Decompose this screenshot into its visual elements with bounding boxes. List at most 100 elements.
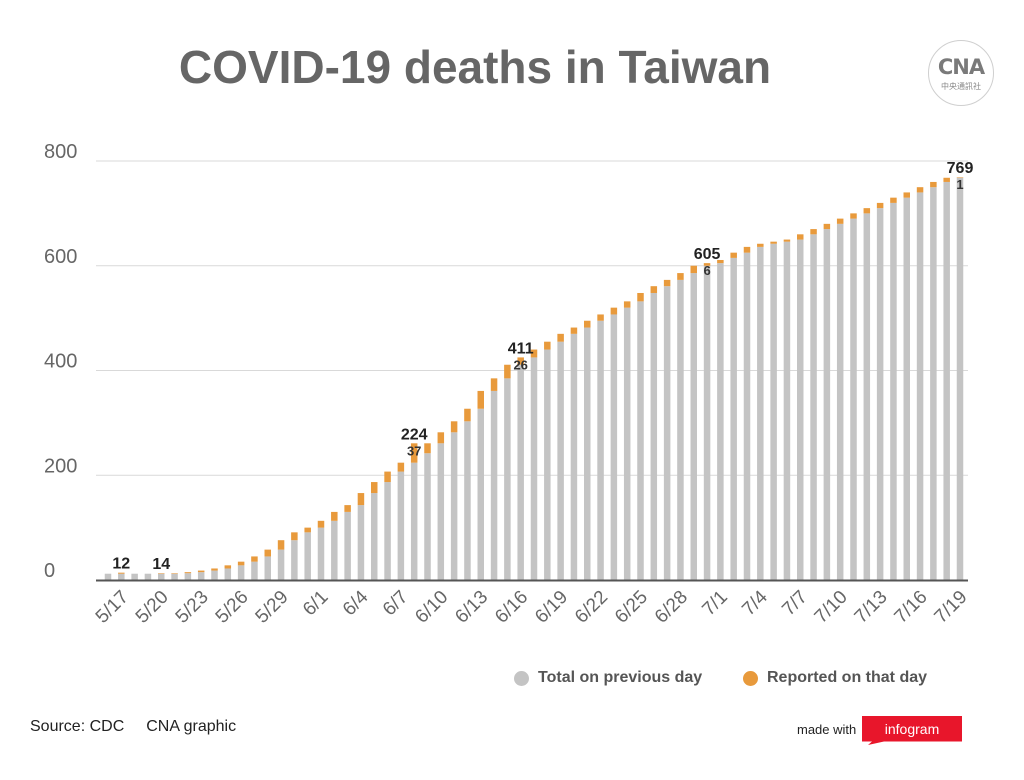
bar-previous [357, 505, 365, 580]
cna-logo-mark: CNA [937, 55, 985, 79]
bar-reported [304, 527, 311, 533]
chart-title: COVID-19 deaths in Taiwan [178, 41, 772, 93]
bar-reported [530, 349, 538, 358]
bar-previous [610, 314, 618, 580]
data-label-reported: 1 [956, 177, 963, 192]
credit-label: CNA graphic [146, 718, 237, 735]
data-label-reported: 37 [407, 443, 421, 458]
bar-previous [437, 443, 445, 580]
x-tick-label: 5/26 [212, 587, 253, 628]
bar-previous [304, 532, 311, 580]
bar-reported [317, 520, 325, 528]
bar-reported [291, 532, 298, 541]
x-tick-label: 6/7 [379, 587, 413, 621]
bar-reported [424, 443, 431, 454]
bar-reported [823, 223, 831, 230]
bar-previous [544, 349, 551, 580]
bar-previous [490, 390, 498, 580]
bar-previous [557, 341, 564, 580]
bar-reported [584, 320, 591, 328]
bar-reported [371, 482, 378, 494]
bar-reported [477, 390, 484, 409]
bar-reported [437, 432, 445, 444]
bar-previous [197, 572, 205, 580]
bar-previous [597, 320, 604, 580]
x-tick-label: 6/28 [651, 587, 692, 628]
bar-previous [144, 573, 152, 580]
x-tick-label: 6/19 [531, 587, 572, 628]
y-tick-label: 600 [44, 246, 77, 268]
bar-previous [836, 223, 844, 580]
data-label-total: 12 [112, 556, 130, 573]
bar-previous [397, 471, 405, 580]
y-tick-label: 0 [44, 560, 55, 582]
bar-previous [224, 568, 232, 580]
bar-previous [623, 307, 631, 580]
data-label-reported: 6 [703, 263, 710, 278]
bar-reported [623, 301, 631, 308]
y-tick-label: 200 [44, 455, 77, 477]
cna-logo: CNA 中央通訊社 [928, 40, 994, 106]
bar-reported [916, 187, 924, 193]
bar-previous [717, 263, 724, 580]
bar-previous [823, 229, 831, 580]
bar-reported [637, 292, 644, 302]
bar-reported [357, 493, 365, 506]
bar-previous [757, 246, 764, 580]
bar-reported [384, 471, 391, 483]
data-label-total: 14 [152, 556, 170, 573]
bar-previous [477, 408, 484, 580]
bar-reported [876, 202, 884, 209]
y-tick-label: 400 [44, 351, 77, 373]
data-label-total: 769 [947, 160, 974, 177]
bar-previous [677, 279, 684, 580]
bar-previous [797, 239, 804, 580]
bar-reported [956, 177, 964, 178]
bar-reported [570, 327, 578, 334]
bar-previous [517, 364, 524, 580]
infogram-brand-label: infogram [884, 721, 940, 737]
bar-previous [570, 333, 578, 580]
bar-reported [770, 241, 777, 244]
bar-previous [277, 549, 285, 580]
bar-previous [211, 570, 218, 580]
legend-item-reported: Reported on that day [743, 669, 927, 687]
x-tick-label: 6/4 [339, 586, 373, 620]
bar-previous [371, 493, 378, 580]
bar-reported [836, 218, 844, 224]
x-tick-label: 7/16 [891, 587, 932, 628]
bar-previous [850, 218, 857, 581]
bar-previous [504, 378, 511, 580]
bar-previous [783, 241, 791, 580]
data-label-reported: 26 [513, 357, 527, 372]
bar-reported [504, 364, 511, 379]
bar-previous [663, 286, 671, 580]
bar-previous [770, 243, 777, 580]
bar-previous [903, 197, 910, 580]
bar-reported [943, 177, 950, 182]
bar-reported [730, 252, 737, 258]
bar-reported [783, 239, 791, 242]
bar-previous [171, 573, 178, 580]
bar-previous [930, 187, 937, 580]
bar-reported [663, 279, 671, 287]
bar-reported [797, 234, 804, 240]
bar-previous [118, 573, 125, 580]
bar-previous [104, 573, 112, 580]
bar-previous [464, 421, 471, 580]
source-line: Source: CDC CNA graphic [30, 718, 236, 736]
bar-reported [184, 572, 192, 574]
bar-reported [863, 208, 871, 214]
infogram-brand-badge[interactable]: infogram [862, 716, 962, 745]
bar-previous [943, 181, 950, 580]
x-tick-label: 7/7 [778, 587, 812, 621]
bar-reported [930, 181, 937, 188]
legend-swatch-previous [514, 670, 529, 686]
bar-reported [703, 263, 711, 266]
bar-previous [690, 273, 697, 580]
x-tick-label: 6/16 [491, 587, 532, 628]
bar-reported [597, 314, 604, 321]
legend-swatch-reported [743, 670, 758, 686]
bar-reported [544, 341, 551, 350]
x-tick-label: 7/19 [931, 587, 972, 628]
